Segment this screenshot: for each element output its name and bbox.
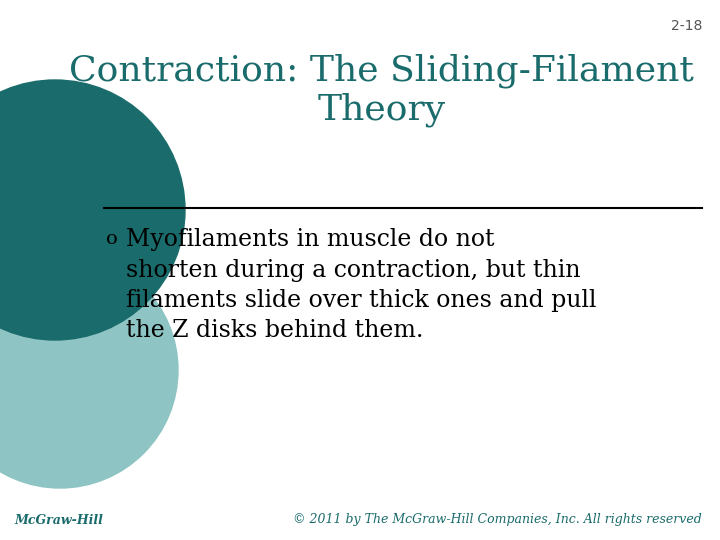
Text: © 2011 by The McGraw-Hill Companies, Inc. All rights reserved: © 2011 by The McGraw-Hill Companies, Inc… xyxy=(293,514,702,526)
Text: o: o xyxy=(106,230,117,247)
Text: Contraction: The Sliding-Filament
Theory: Contraction: The Sliding-Filament Theory xyxy=(69,54,694,127)
Text: 2-18: 2-18 xyxy=(670,19,702,33)
Ellipse shape xyxy=(0,252,178,488)
Text: Myofilaments in muscle do not
shorten during a contraction, but thin
filaments s: Myofilaments in muscle do not shorten du… xyxy=(126,228,596,342)
Text: McGraw-Hill: McGraw-Hill xyxy=(14,514,103,526)
Ellipse shape xyxy=(0,80,185,340)
